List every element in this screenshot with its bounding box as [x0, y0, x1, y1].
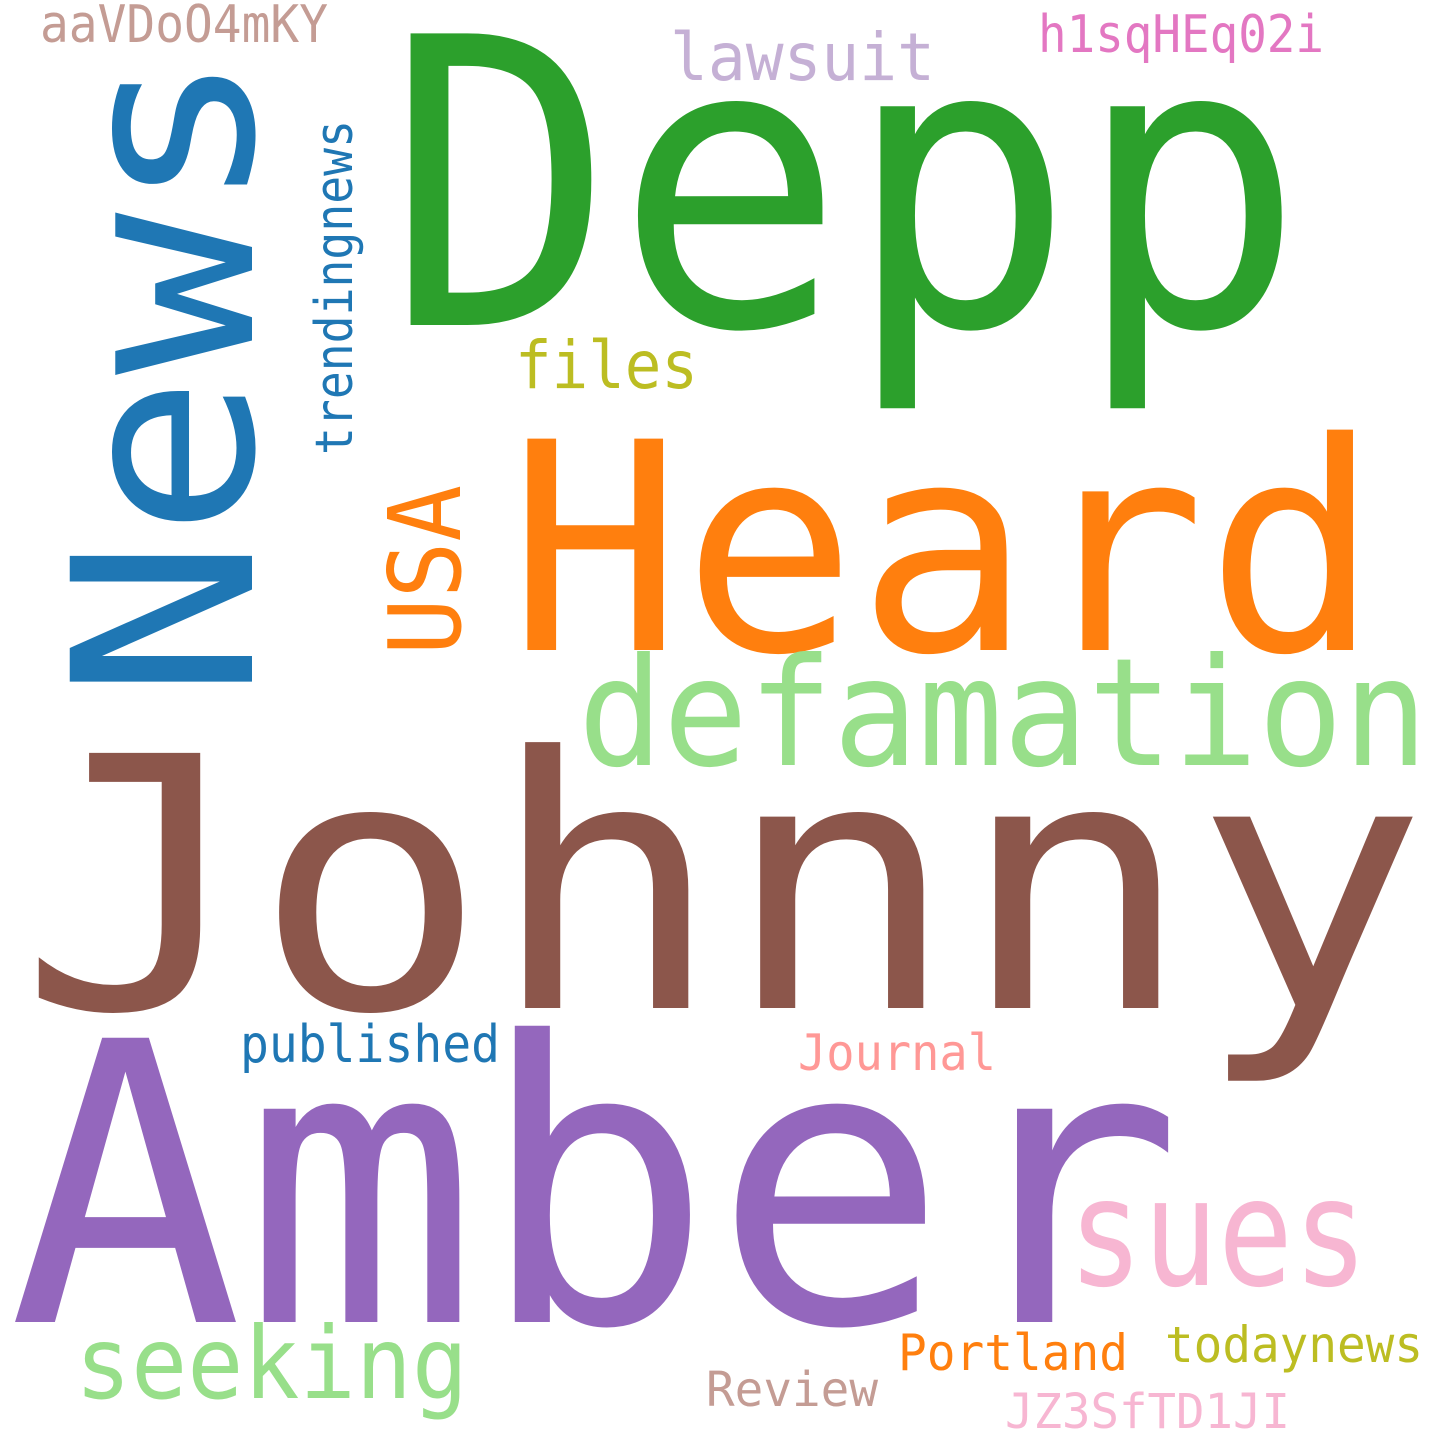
word-lawsuit: lawsuit [670, 19, 935, 96]
word-seeking: seeking [75, 1305, 468, 1422]
word-depp: Depp [385, 0, 1305, 420]
word-journal: Journal [798, 1024, 996, 1082]
word-aavdoo4mky: aaVDoO4mKY [40, 0, 328, 55]
word-usa: USA [367, 485, 484, 655]
word-files: files [515, 327, 698, 404]
word-defamation: defamation [578, 627, 1428, 801]
word-heard: Heard [508, 382, 1380, 719]
word-amber: Amber [8, 960, 1183, 1414]
word-jz3sftd1ji: JZ3SfTD1JI [1005, 1384, 1290, 1440]
word-review: Review [706, 1362, 878, 1418]
word-news: News [20, 50, 311, 700]
word-portland: Portland [898, 1324, 1128, 1382]
word-trendingnews: trendingnews [305, 120, 365, 455]
word-sues: sues [1068, 1147, 1368, 1321]
word-published: published [240, 1015, 500, 1075]
word-johnny: Johnny [18, 683, 1428, 1091]
word-h1sqheq02i: h1sqHEq02i [1038, 5, 1324, 65]
word-todaynews: todaynews [1165, 1316, 1423, 1374]
